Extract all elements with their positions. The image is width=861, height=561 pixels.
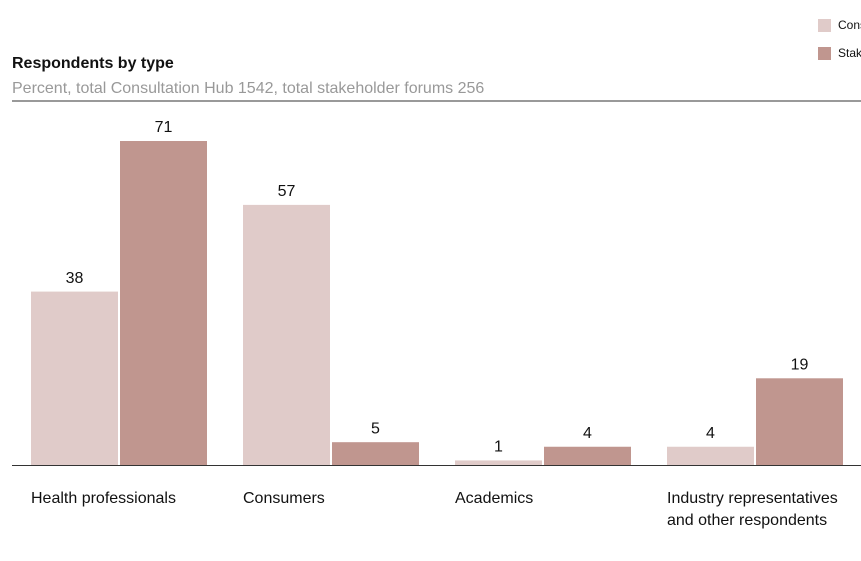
data-label: 19 — [791, 357, 809, 374]
legend-label: Stakeholder Forums — [838, 46, 861, 60]
data-label: 38 — [66, 270, 84, 287]
bar — [455, 460, 542, 465]
data-label: 1 — [494, 439, 503, 456]
legend-swatch — [818, 47, 831, 60]
bar — [120, 141, 207, 465]
x-tick-label: Academics — [455, 490, 534, 507]
bar — [667, 446, 754, 465]
chart-title: Respondents by type — [12, 55, 174, 72]
x-tick-label: Health professionals — [31, 490, 176, 507]
legend-swatch — [818, 19, 831, 32]
bar — [243, 204, 330, 465]
legend-label: Consultation Hub — [838, 18, 861, 32]
data-label: 71 — [155, 119, 173, 136]
bar — [31, 291, 118, 465]
data-label: 4 — [583, 425, 592, 442]
data-label: 4 — [706, 425, 715, 442]
x-tick-label: Industry representatives and other respo… — [667, 490, 838, 529]
bar — [756, 378, 843, 465]
data-label: 5 — [371, 420, 380, 437]
x-tick-label: Consumers — [243, 490, 325, 507]
chart-subtitle: Percent, total Consultation Hub 1542, to… — [12, 80, 484, 97]
data-label: 57 — [278, 183, 296, 200]
bar — [544, 446, 631, 465]
bar — [332, 442, 419, 465]
